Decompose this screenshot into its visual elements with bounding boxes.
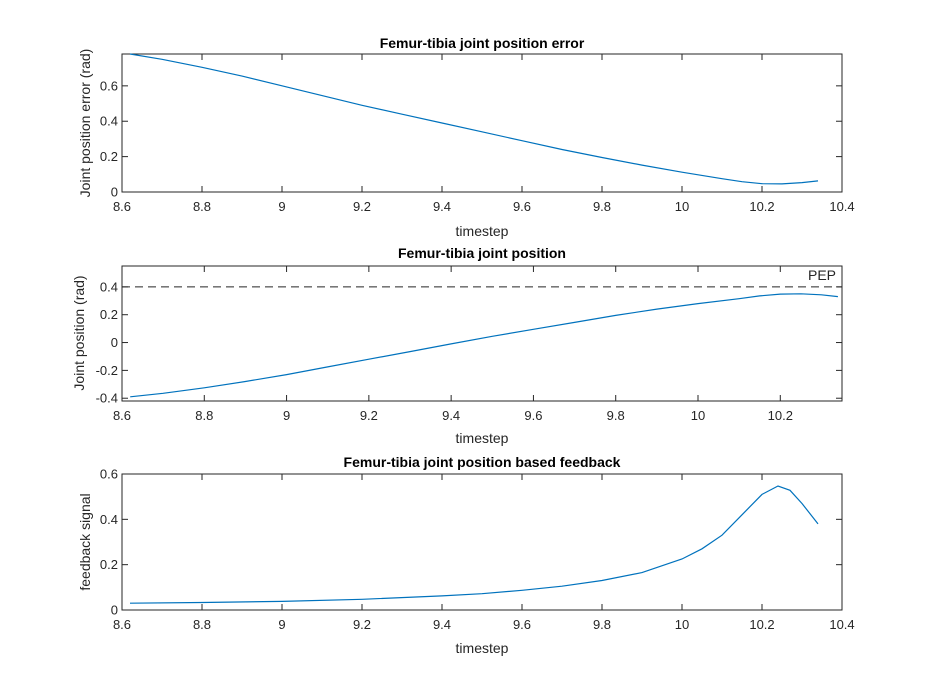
y-tick-label: 0 xyxy=(111,185,118,200)
x-tick-label: 9.6 xyxy=(513,617,531,632)
x-tick-label: 10 xyxy=(675,199,689,214)
x-tick-label: 8.6 xyxy=(113,617,131,632)
x-tick-label: 9 xyxy=(278,199,285,214)
x-tick-label: 9.6 xyxy=(513,199,531,214)
x-tick-label: 9.8 xyxy=(593,617,611,632)
subplot-feedback: 8.6 8.8 9 9.2 9.4 9.6 9.8 10 10.2 10.400.20.40.6 … xyxy=(77,454,855,656)
y-tick-label: 0.2 xyxy=(100,149,118,164)
ticks-position-error: 8.6 8.8 9 9.2 9.4 9.6 9.8 10 10.2 10.4 0 0.2 0.4 0.6 xyxy=(100,54,855,214)
xlabel-feedback: timestep xyxy=(456,640,509,656)
x-tick-label: 8.8 xyxy=(193,199,211,214)
x-tick-label: 9.8 xyxy=(607,408,625,423)
x-tick-label: 9.2 xyxy=(353,617,371,632)
subplot-joint-position: 8.6 8.8 9 9.2 9.4 9.6 9.8 10 10.2 -0.4 -0.2 0 0.2 0.4… xyxy=(71,245,843,446)
x-tick-label: 9.2 xyxy=(360,408,378,423)
y-tick-label: -0.2 xyxy=(96,363,118,378)
title-joint-position: Femur-tibia joint position xyxy=(398,245,566,261)
y-tick-label: 0.4 xyxy=(100,114,118,129)
x-tick-label: 9.8 xyxy=(593,199,611,214)
x-tick-label: 8.6 xyxy=(113,408,131,423)
y-tick-label: 0.6 xyxy=(100,467,118,482)
x-tick-label: 9.6 xyxy=(524,408,542,423)
y-tick-label: 0.4 xyxy=(100,279,118,294)
x-tick-label: 9 xyxy=(283,408,290,423)
x-tick-label: 10 xyxy=(675,617,689,632)
series-line-feedback xyxy=(129,485,819,604)
y-tick-label: 0.4 xyxy=(100,512,118,527)
axes-frame-position-error xyxy=(121,53,843,193)
y-tick-label: 0.2 xyxy=(100,557,118,572)
y-tick-label: 0.2 xyxy=(100,307,118,322)
pep-label: PEP xyxy=(808,267,836,283)
x-tick-label: 9 xyxy=(278,617,285,632)
x-tick-label: 9.4 xyxy=(442,408,460,423)
y-tick-label: -0.4 xyxy=(96,391,118,406)
ylabel-feedback: feedback signal xyxy=(77,493,93,590)
x-tick-label: 9.4 xyxy=(433,617,451,632)
series-line-position-error xyxy=(129,53,819,185)
xlabel-position-error: timestep xyxy=(456,223,509,239)
x-tick-label: 10.2 xyxy=(749,617,774,632)
x-tick-label: 10 xyxy=(691,408,705,423)
axes-frame-joint-position xyxy=(121,265,843,402)
axes-frame-feedback xyxy=(121,473,843,611)
x-tick-label: 8.8 xyxy=(193,617,211,632)
y-tick-label: 0 xyxy=(111,603,118,618)
x-tick-label: 9.4 xyxy=(433,199,451,214)
x-tick-label: 10.2 xyxy=(749,199,774,214)
x-tick-label: 8.6 xyxy=(113,199,131,214)
xlabel-joint-position: timestep xyxy=(456,430,509,446)
x-tick-label: 9.2 xyxy=(353,199,371,214)
ylabel-position-error: Joint position error (rad) xyxy=(77,49,93,198)
x-tick-label: 10.2 xyxy=(768,408,793,423)
title-feedback: Femur-tibia joint position based feedbac… xyxy=(344,454,621,470)
y-tick-label: 0.6 xyxy=(100,78,118,93)
ylabel-joint-position: Joint position (rad) xyxy=(71,275,87,390)
ticks-joint-position: 8.6 8.8 9 9.2 9.4 9.6 9.8 10 10.2 -0.4 -0.2 0 0.2 0.4 xyxy=(96,266,842,423)
ticks-feedback: 8.6 8.8 9 9.2 9.4 9.6 9.8 10 10.2 10.4 0 0.2 0.4 0.6 xyxy=(100,467,855,633)
x-tick-label: 10.4 xyxy=(829,617,854,632)
x-tick-label: 8.8 xyxy=(195,408,213,423)
title-position-error: Femur-tibia joint position error xyxy=(380,35,585,51)
x-tick-label: 10.4 xyxy=(829,199,854,214)
series-line-joint-position xyxy=(130,293,838,398)
subplot-position-error: 8.6 8.8 9 9.2 9.4 9.6 9.8 10 10.2 10.400.20.40.6 … xyxy=(77,35,855,239)
y-tick-label: 0 xyxy=(111,335,118,350)
